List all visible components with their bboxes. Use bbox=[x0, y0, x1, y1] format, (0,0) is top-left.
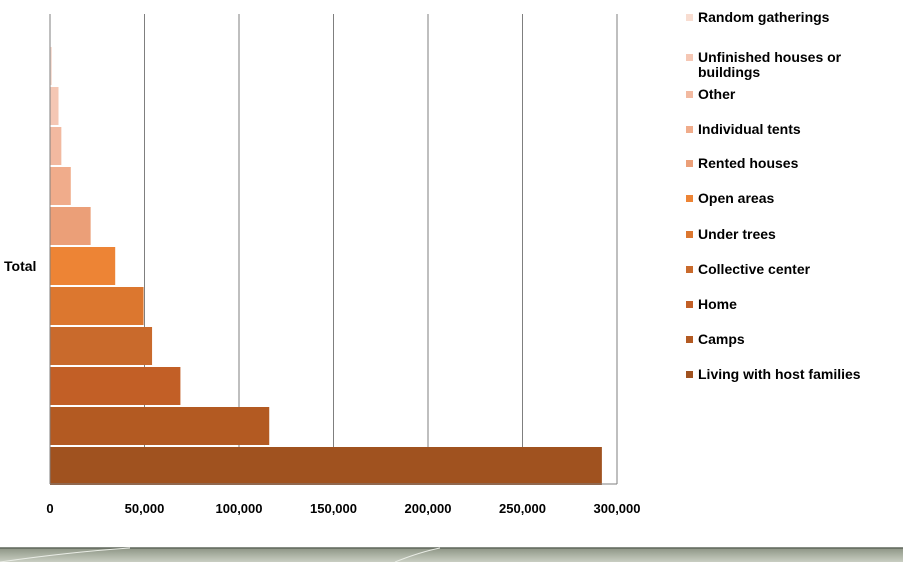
legend-label: Open areas bbox=[698, 190, 775, 206]
legend-label: Rented houses bbox=[698, 155, 799, 171]
legend-label: Camps bbox=[698, 331, 745, 347]
x-tick-label: 300,000 bbox=[594, 501, 641, 516]
x-tick-label: 50,000 bbox=[125, 501, 165, 516]
category-label: Total bbox=[4, 258, 36, 274]
legend-swatch bbox=[686, 336, 693, 343]
bar-rented-houses bbox=[50, 207, 91, 245]
legend-swatch bbox=[686, 54, 693, 61]
legend-label: Under trees bbox=[698, 226, 776, 242]
legend-swatch bbox=[686, 160, 693, 167]
legend-swatch bbox=[686, 14, 693, 21]
legend-label: Collective center bbox=[698, 261, 811, 277]
bar-collective-center bbox=[50, 327, 153, 365]
x-tick-label: 100,000 bbox=[216, 501, 263, 516]
bar-unfinished-houses-or-buildings bbox=[50, 87, 59, 125]
legend-label: Home bbox=[698, 296, 737, 312]
bar-living-with-host-families bbox=[50, 447, 602, 485]
x-tick-label: 150,000 bbox=[310, 501, 357, 516]
x-tick-label: 200,000 bbox=[405, 501, 452, 516]
x-tick-label: 250,000 bbox=[499, 501, 546, 516]
legend-swatch bbox=[686, 371, 693, 378]
legend-swatch bbox=[686, 231, 693, 238]
legend-label: Living with host families bbox=[698, 366, 861, 382]
bar-under-trees bbox=[50, 287, 144, 325]
bar-open-areas bbox=[50, 247, 116, 285]
legend-label: Individual tents bbox=[698, 121, 801, 137]
decorative-footer bbox=[0, 547, 903, 562]
legend-label: Random gatherings bbox=[698, 9, 830, 25]
legend-swatch bbox=[686, 266, 693, 273]
bar-individual-tents bbox=[50, 167, 71, 205]
legend-label: Unfinished houses or buildings bbox=[698, 49, 842, 80]
legend-swatch bbox=[686, 126, 693, 133]
bar-other bbox=[50, 127, 62, 165]
bar-camps bbox=[50, 407, 270, 445]
legend-swatch bbox=[686, 301, 693, 308]
legend-swatch bbox=[686, 91, 693, 98]
legend-swatch bbox=[686, 195, 693, 202]
bar-home bbox=[50, 367, 181, 405]
legend-label: Other bbox=[698, 86, 736, 102]
x-tick-label: 0 bbox=[46, 501, 53, 516]
bar-random-gatherings bbox=[50, 47, 52, 85]
